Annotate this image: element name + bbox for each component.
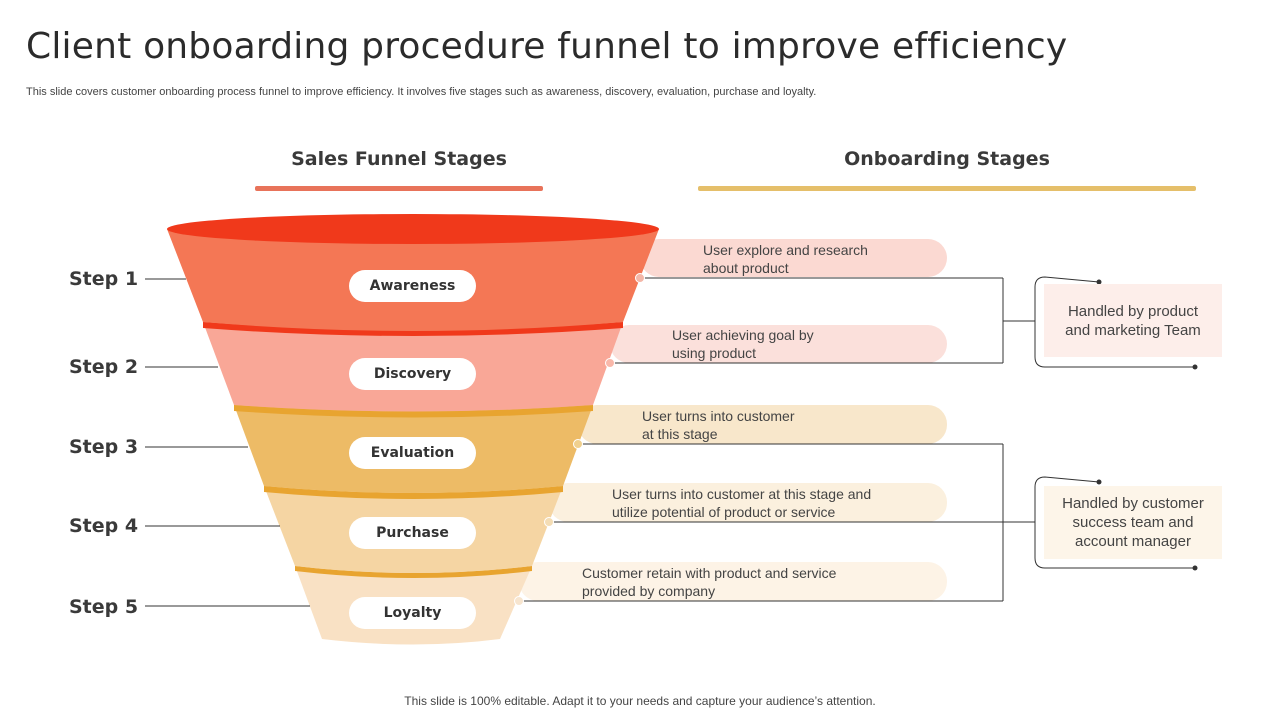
description-band-3 xyxy=(578,405,947,444)
handled-box-2-line: success team and xyxy=(1072,514,1194,531)
handled-box-1-line: and marketing Team xyxy=(1065,321,1201,339)
stage-4-description: User turns into customer at this stage a… xyxy=(612,485,912,521)
onboarding-heading: Onboarding Stages xyxy=(844,148,1050,170)
page-subtitle: This slide covers customer onboarding pr… xyxy=(26,86,817,98)
footer-note: This slide is 100% editable. Adapt it to… xyxy=(404,694,876,708)
onboarding-underline xyxy=(698,186,1196,191)
stage-pill-loyalty: Loyalty xyxy=(349,597,476,629)
stage-1-description-line: about product xyxy=(703,260,789,276)
handled-box-1-bg xyxy=(1044,284,1222,357)
stage-5-description-line: provided by company xyxy=(582,583,716,599)
stage-pill-purchase: Purchase xyxy=(349,517,476,549)
stage-3-description-line: User turns into customer xyxy=(642,408,795,424)
step-5-label: Step 5 xyxy=(69,596,139,618)
stage-2-description-line: using product xyxy=(672,345,757,361)
description-band-2 xyxy=(610,325,947,363)
stage-marker-dots xyxy=(514,273,645,606)
sales-funnel-heading: Sales Funnel Stages xyxy=(291,148,507,170)
sales-funnel-underline xyxy=(255,186,543,191)
handled-box-customer-success: Handled by customer success team and acc… xyxy=(1044,486,1222,559)
stage-1-description-line: User explore and research xyxy=(703,242,868,258)
handled-box-product-marketing: Handled by product and marketing Team xyxy=(1044,284,1222,357)
handled-box-1-line: Handled by product xyxy=(1067,302,1199,320)
stage-2-description: User achieving goal by using product xyxy=(672,326,972,362)
description-band-1 xyxy=(640,239,947,277)
handled-box-2-line: Handled by customer xyxy=(1062,495,1204,512)
handled-box-2-line: account manager xyxy=(1075,533,1191,550)
stage-4-description-line: utilize potential of product or service xyxy=(612,504,836,520)
step-1-label: Step 1 xyxy=(69,268,139,290)
page-title: Client onboarding procedure funnel to im… xyxy=(26,26,1068,67)
description-connectors xyxy=(519,276,1195,602)
stage-3-description: User turns into customer at this stage xyxy=(642,407,942,443)
stage-2-description-line: User achieving goal by xyxy=(672,327,814,343)
step-3-label: Step 3 xyxy=(69,436,139,458)
stage-5-description-line: Customer retain with product and service xyxy=(582,565,837,581)
step-2-label: Step 2 xyxy=(69,356,139,378)
step-connectors xyxy=(145,278,310,607)
description-band-5 xyxy=(519,562,947,601)
description-band-4 xyxy=(549,483,947,522)
stage-pill-awareness: Awareness xyxy=(349,270,476,302)
stage-3-description-line: at this stage xyxy=(642,426,718,442)
step-4-label: Step 4 xyxy=(69,515,139,537)
connector-dots xyxy=(1096,279,1198,571)
stage-pill-evaluation: Evaluation xyxy=(349,437,476,469)
stage-1-description: User explore and research about product xyxy=(703,241,1003,277)
handled-box-2-bg xyxy=(1044,486,1222,559)
stage-5-description: Customer retain with product and service… xyxy=(582,564,882,600)
stage-4-description-line: User turns into customer at this stage a… xyxy=(612,486,872,502)
stage-pill-discovery: Discovery xyxy=(349,358,476,390)
